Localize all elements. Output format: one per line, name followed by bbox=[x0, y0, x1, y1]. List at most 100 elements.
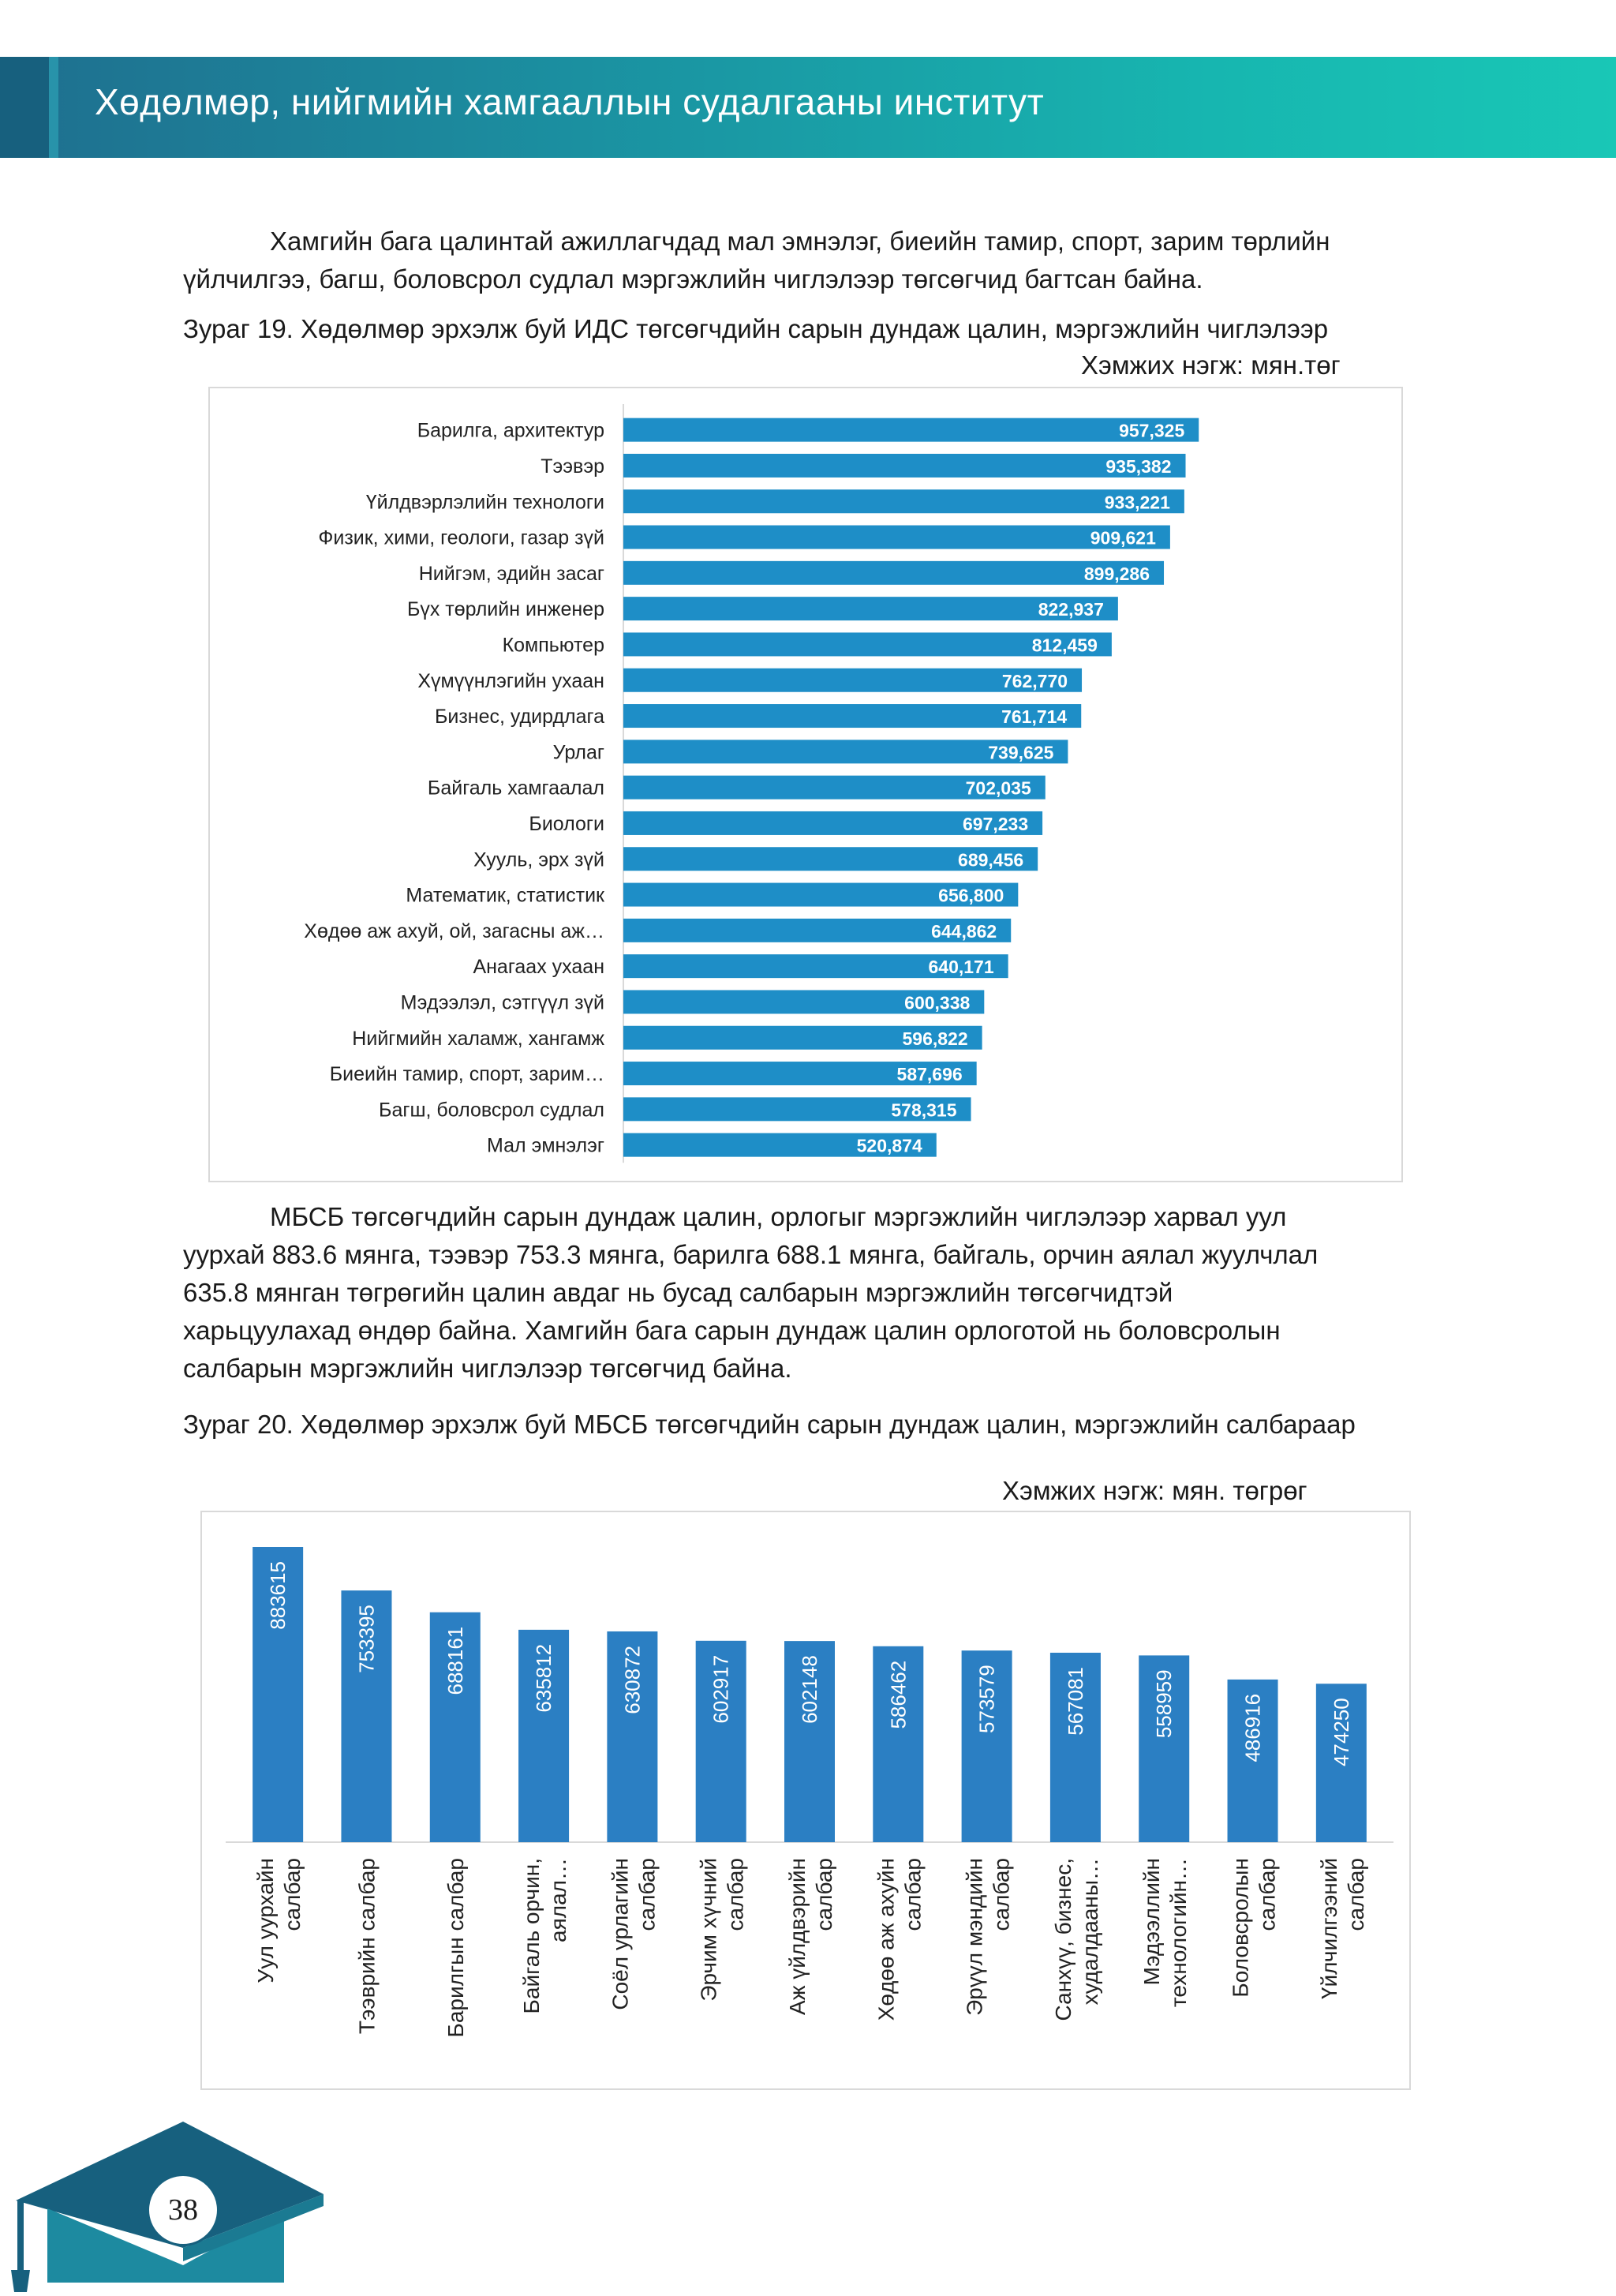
category-label: Бүх төрлийн инженер bbox=[407, 598, 604, 620]
middle-line-2: уурхай 883.6 мянга, тээвэр 753.3 мянга, … bbox=[183, 1240, 1319, 1269]
data-label: 957,325 bbox=[1119, 421, 1184, 441]
data-label: 933,221 bbox=[1105, 492, 1170, 512]
data-label: 753395 bbox=[354, 1605, 378, 1673]
data-label: 935,382 bbox=[1105, 456, 1171, 477]
category-label-line: салбар bbox=[1255, 1858, 1280, 1931]
bar bbox=[784, 1641, 835, 1842]
category-label: Мэдээллийн технологийн… bbox=[1139, 1858, 1191, 2007]
category-label: Эрчим хүчний салбар bbox=[697, 1858, 748, 2002]
category-label: Биологи bbox=[529, 813, 604, 835]
category-label: Тээвэр bbox=[541, 455, 604, 478]
bar bbox=[623, 1133, 937, 1157]
bar bbox=[623, 560, 1165, 585]
bar bbox=[623, 597, 1118, 621]
figure-19-caption: Зураг 19. Хөдөлмөр эрхэлж буй ИДС төгсөг… bbox=[183, 314, 1329, 343]
data-label: 899,286 bbox=[1084, 564, 1150, 584]
category-label: Барилгын салбар bbox=[443, 1858, 468, 2038]
category-label: Хөдөө аж ахуй, ой, загасны аж… bbox=[304, 920, 604, 942]
data-label: 586462 bbox=[886, 1661, 910, 1729]
category-label-line: салбар bbox=[634, 1858, 659, 1931]
category-label: Багш, боловсрол судлал bbox=[379, 1099, 604, 1121]
category-label: Боловсролын салбар bbox=[1229, 1858, 1280, 1998]
bar bbox=[873, 1646, 924, 1842]
middle-line-5: салбарын мэргэжлийн чиглэлээр төгсөгчид … bbox=[183, 1354, 792, 1383]
category-label: Урлаг bbox=[553, 741, 604, 763]
data-label: 644,862 bbox=[931, 921, 997, 942]
bar bbox=[1139, 1655, 1190, 1842]
category-label-line: салбар bbox=[280, 1858, 305, 1931]
category-label: Байгаль орчин, аялал… bbox=[519, 1858, 570, 2013]
data-label: 739,625 bbox=[988, 742, 1053, 762]
data-label: 635812 bbox=[532, 1644, 556, 1713]
category-label-line: Барилгын салбар bbox=[443, 1858, 468, 2038]
header-banner: Хөдөлмөр, нийгмийн хамгааллын судалгааны… bbox=[0, 57, 1616, 158]
data-label: 761,714 bbox=[1001, 706, 1067, 727]
intro-paragraph: Хамгийн бага цалинтай ажиллагчдад мал эм… bbox=[183, 223, 1430, 298]
category-label-line: Үйлчилгээний bbox=[1317, 1858, 1341, 1999]
data-label: 474250 bbox=[1330, 1698, 1353, 1766]
data-label: 630872 bbox=[620, 1646, 644, 1714]
bar bbox=[623, 990, 985, 1014]
institute-title: Хөдөлмөр, нийгмийн хамгааллын судалгааны… bbox=[95, 81, 1045, 122]
category-label: Санхүү, бизнес, худалдааны… bbox=[1051, 1858, 1102, 2021]
category-label-line: худалдааны… bbox=[1078, 1858, 1102, 2005]
bar bbox=[623, 918, 1012, 942]
category-label-line: Соёл урлагийн bbox=[608, 1858, 632, 2010]
bar bbox=[623, 954, 1008, 979]
category-label: Соёл урлагийн салбар bbox=[608, 1858, 659, 2010]
category-label: Хууль, эрх зүй bbox=[473, 848, 604, 871]
category-label: Байгаль хамгаалал bbox=[428, 777, 604, 800]
bar bbox=[623, 1062, 977, 1086]
category-label-line: Мэдээллийн bbox=[1139, 1858, 1164, 1985]
data-label: 520,874 bbox=[857, 1136, 922, 1156]
category-label: Эрүүл мэндийн салбар bbox=[963, 1858, 1014, 2016]
figure-19-chart: Барилга, архитектур 957,325 Тээвэр 935,382 Ү… bbox=[208, 387, 1403, 1182]
bar bbox=[623, 775, 1046, 800]
bar bbox=[341, 1590, 392, 1842]
data-label: 587,696 bbox=[897, 1064, 963, 1084]
data-label: 812,459 bbox=[1032, 635, 1098, 655]
data-label: 567081 bbox=[1064, 1667, 1087, 1736]
bar bbox=[623, 418, 1199, 442]
category-label: Барилга, архитектур bbox=[417, 420, 604, 442]
category-label: Аж үйлдвэрийн салбар bbox=[785, 1858, 836, 2015]
data-label: 486916 bbox=[1241, 1694, 1265, 1762]
bar bbox=[1227, 1679, 1278, 1842]
data-label: 640,171 bbox=[929, 957, 994, 977]
bar bbox=[623, 811, 1043, 835]
category-label-line: технологийн… bbox=[1166, 1858, 1191, 2007]
intro-line-1: Хамгийн бага цалинтай ажиллагчдад мал эм… bbox=[270, 227, 1330, 256]
category-label: Мэдээлэл, сэтгүүл зүй bbox=[401, 991, 604, 1013]
category-label: Бизнес, удирдлага bbox=[435, 706, 604, 728]
category-label-line: Уул уурхайн bbox=[253, 1858, 278, 1983]
data-label: 702,035 bbox=[966, 778, 1031, 799]
data-label: 558959 bbox=[1152, 1669, 1176, 1738]
bar bbox=[1315, 1684, 1367, 1842]
category-label-line: Боловсролын bbox=[1229, 1858, 1253, 1998]
data-label: 602917 bbox=[709, 1655, 733, 1724]
header-stripe bbox=[0, 57, 49, 158]
data-label: 688161 bbox=[443, 1627, 467, 1695]
bar bbox=[695, 1640, 746, 1842]
bar bbox=[252, 1547, 304, 1842]
category-label: Биеийн тамир, спорт, зарим… bbox=[330, 1063, 604, 1085]
data-label: 578,315 bbox=[891, 1099, 956, 1120]
category-label: Үйлчилгээний салбар bbox=[1317, 1858, 1368, 1999]
data-label: 600,338 bbox=[904, 992, 970, 1013]
bar bbox=[623, 704, 1082, 729]
figure-20-unit: Хэмжих нэгж: мян. төгрөг bbox=[1002, 1476, 1307, 1505]
horizontal-bar-chart: Барилга, архитектур 957,325 Тээвэр 935,382 Ү… bbox=[304, 404, 1199, 1163]
category-label-line: аялал… bbox=[546, 1858, 570, 1942]
middle-line-3: 635.8 мянган төгрөгийн цалин авдаг нь бу… bbox=[183, 1278, 1173, 1307]
bar bbox=[623, 1025, 982, 1050]
intro-line-2: үйлчилгээ, багш, боловсрол судлал мэргэж… bbox=[183, 264, 1203, 294]
header-stripe-accent bbox=[49, 57, 58, 158]
category-label-line: салбар bbox=[1344, 1858, 1368, 1931]
figure-19-unit: Хэмжих нэгж: мян.төг bbox=[1081, 350, 1341, 380]
category-label-line: Тээврийн салбар bbox=[354, 1858, 379, 2034]
category-label: Компьютер bbox=[503, 634, 604, 656]
data-label: 762,770 bbox=[1002, 671, 1068, 691]
category-label-line: салбар bbox=[989, 1858, 1014, 1931]
category-label: Физик, хими, геологи, газар зүй bbox=[318, 527, 604, 549]
bar bbox=[623, 882, 1019, 907]
